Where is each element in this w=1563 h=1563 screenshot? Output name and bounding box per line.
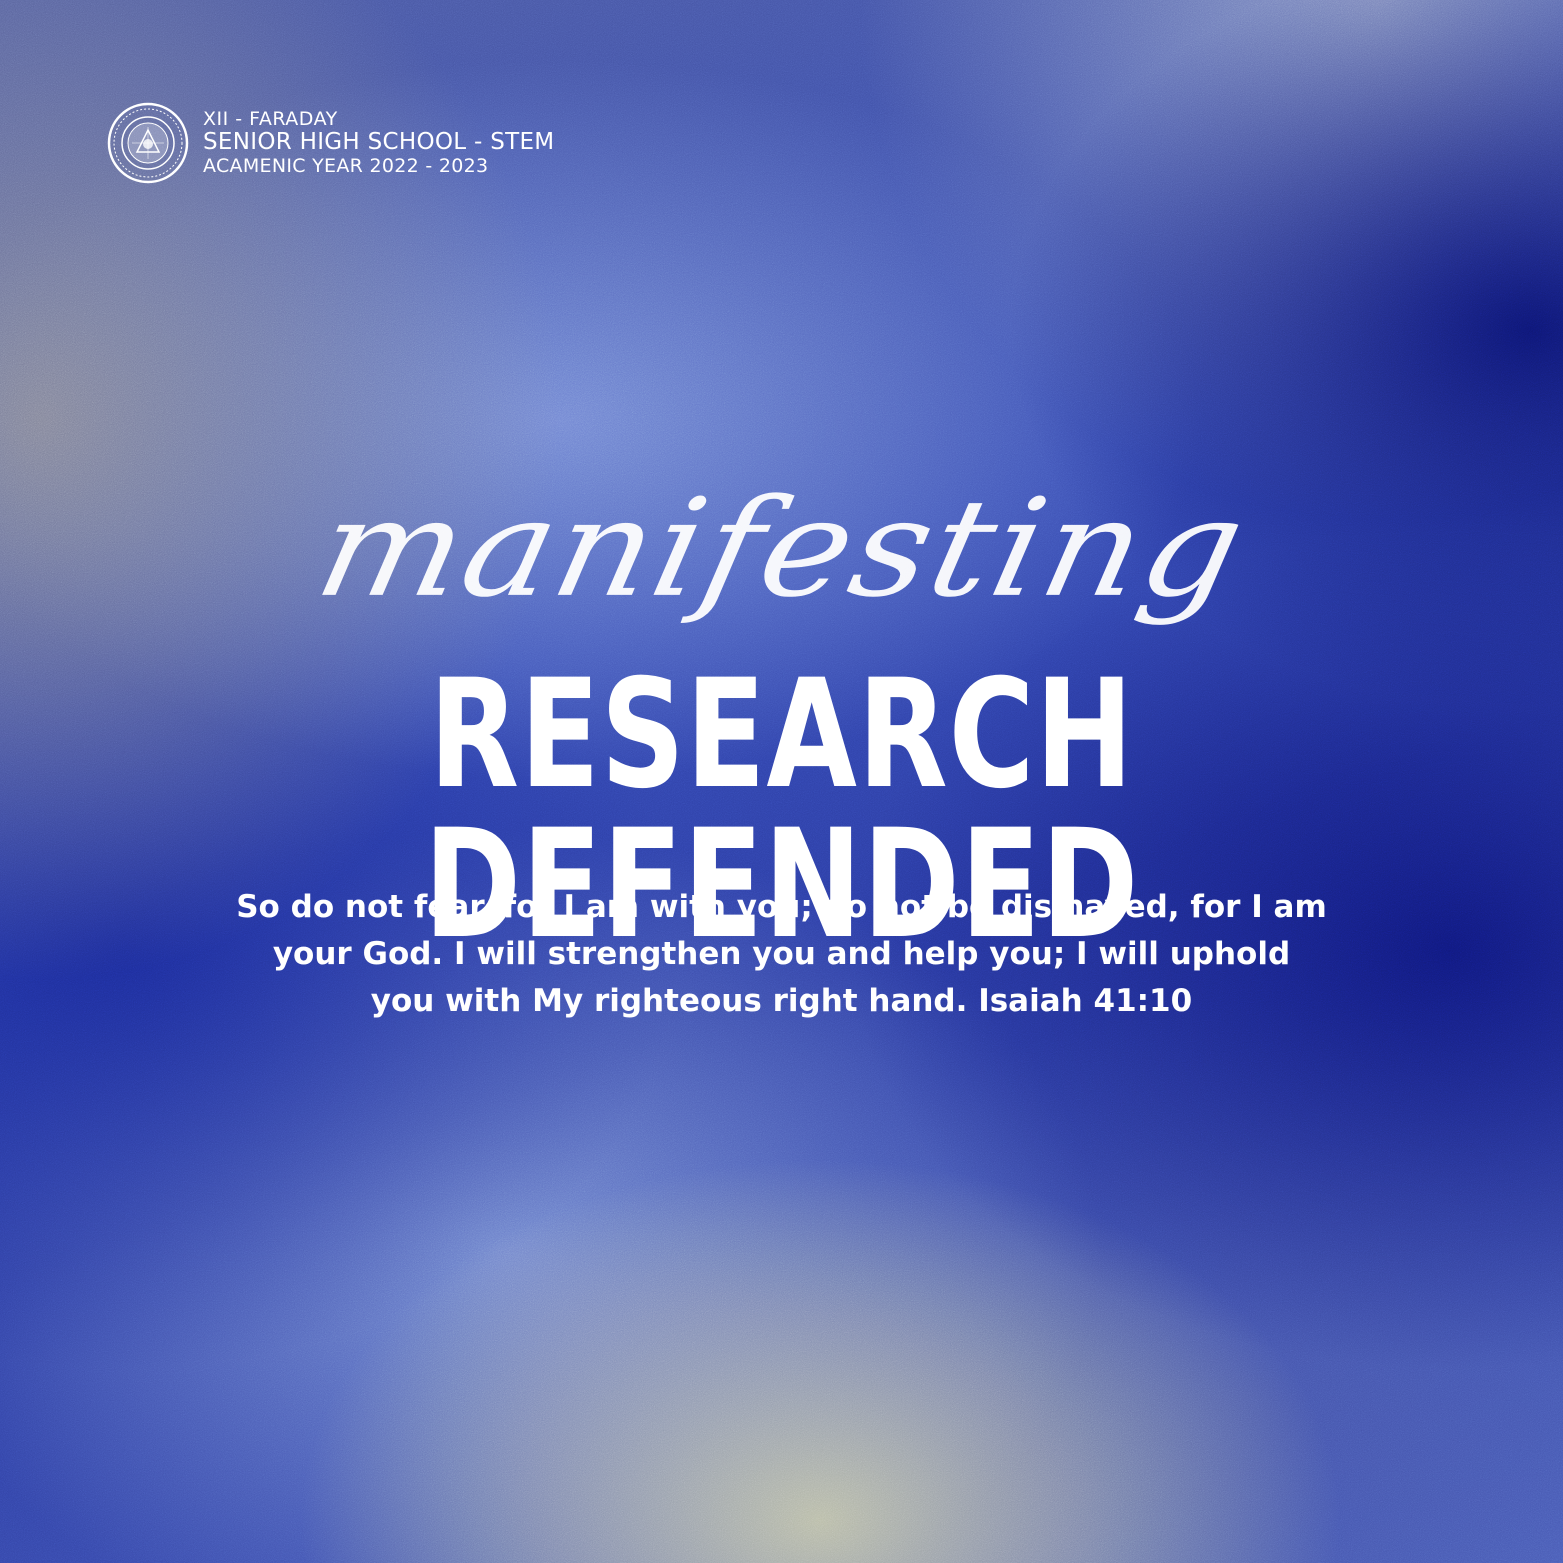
academic-year: ACAMENIC YEAR 2022 - 2023: [203, 154, 489, 177]
verse-line: your God. I will strengthen you and help…: [272, 936, 1291, 972]
school-strand: SENIOR HIGH SCHOOL - STEM: [203, 129, 555, 156]
script-word: manifesting: [304, 470, 1259, 628]
school-seal-icon: [107, 102, 189, 184]
verse-line: So do not fear, for I am with you; do no…: [236, 889, 1327, 925]
verse-line: you with My righteous right hand. Isaiah…: [370, 983, 1193, 1019]
header-text: XII - FARADAY SENIOR HIGH SCHOOL - STEM …: [203, 109, 554, 176]
class-name: XII - FARADAY: [203, 108, 338, 131]
bible-verse: So do not fear, for I am with you; do no…: [210, 884, 1353, 1025]
main-title: RESEARCH DEFENDED: [423, 648, 1140, 972]
header: XII - FARADAY SENIOR HIGH SCHOOL - STEM …: [107, 102, 554, 184]
